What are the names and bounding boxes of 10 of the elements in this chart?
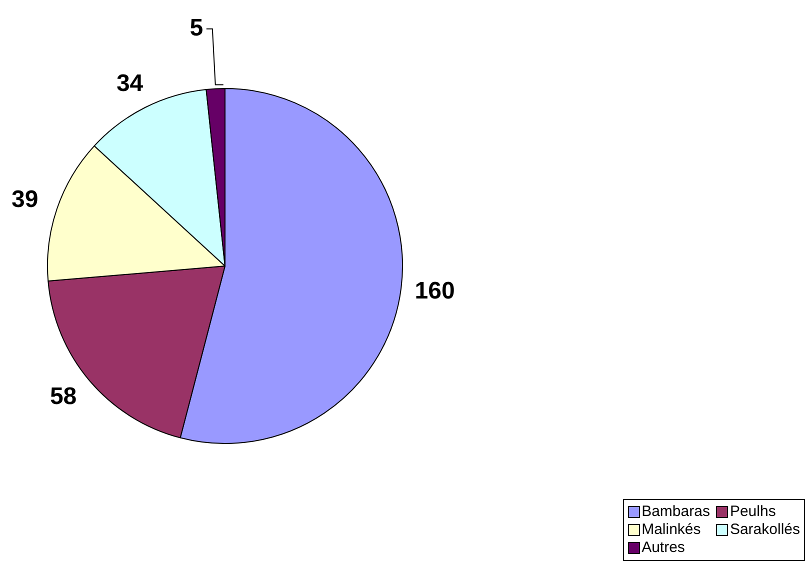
- data-label: 34: [116, 70, 144, 97]
- legend-label: Sarakollés: [728, 521, 800, 539]
- data-label: 39: [11, 186, 38, 213]
- data-label: 5: [190, 14, 204, 42]
- legend-label: Autres: [640, 539, 686, 557]
- legend-label: Peulhs: [728, 503, 777, 521]
- data-label: 58: [50, 382, 77, 410]
- legend-label: Bambaras: [640, 503, 710, 521]
- data-label: 160: [414, 277, 455, 304]
- legend-label: Malinkés: [640, 521, 702, 539]
